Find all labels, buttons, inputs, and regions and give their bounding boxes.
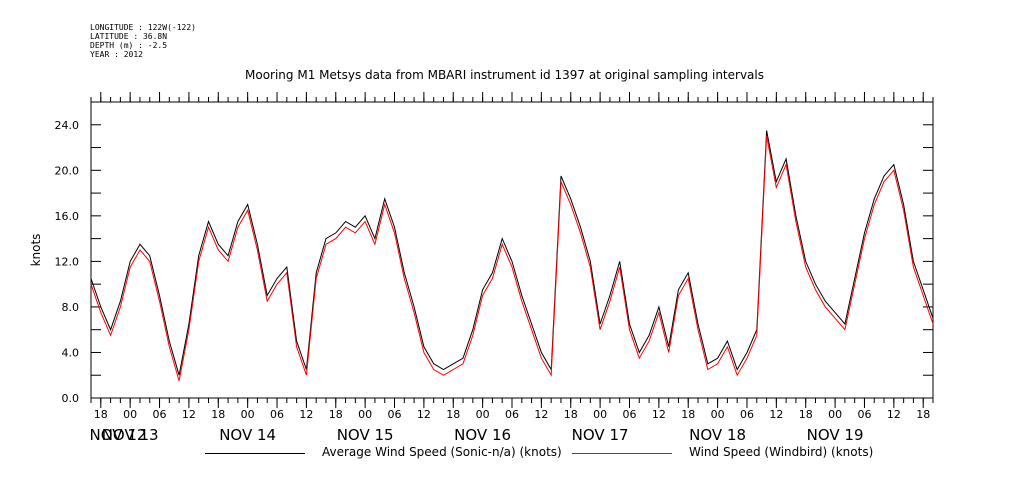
x-tick-label: 06 [388,408,402,421]
y-tick-label: 12.0 [55,255,80,268]
meta-depth: DEPTH (m) : -2.5 [90,41,168,50]
x-tick-label: 00 [358,408,372,421]
meta-year: YEAR : 2012 [90,50,143,59]
x-tick-label: 00 [476,408,490,421]
x-tick-label: 00 [241,408,255,421]
x-date-label: NOV 17 [572,426,629,444]
x-tick-label: 18 [681,408,695,421]
y-tick-label: 0.0 [62,392,80,405]
x-date-label: NOV 15 [337,426,394,444]
x-tick-label: 18 [329,408,343,421]
legend-swatch-average [205,453,305,454]
y-axis-label: knots [29,234,43,267]
meta-latitude: LATITUDE : 36.8N [90,32,168,41]
chart-title: Mooring M1 Metsys data from MBARI instru… [245,68,764,82]
x-date-label: NOV 16 [454,426,511,444]
y-tick-label: 24.0 [55,119,80,132]
legend-swatch-windbird [572,453,672,454]
x-tick-label: 00 [123,408,137,421]
x-tick-label: 12 [417,408,431,421]
x-tick-label: 18 [94,408,108,421]
x-tick-label: 00 [711,408,725,421]
x-tick-label: 18 [564,408,578,421]
y-tick-label: 16.0 [55,210,80,223]
x-tick-label: 12 [299,408,313,421]
x-date-label: NOV 14 [219,426,276,444]
y-tick-label: 8.0 [62,301,80,314]
x-tick-label: 18 [446,408,460,421]
x-tick-label: 12 [534,408,548,421]
x-tick-label: 00 [593,408,607,421]
series-line-windbird [90,136,934,382]
x-date-label: NOV 12 [90,426,147,444]
x-tick-label: 06 [740,408,754,421]
x-tick-label: 18 [799,408,813,421]
x-tick-label: 18 [916,408,930,421]
x-tick-label: 18 [211,408,225,421]
series-line-average [90,130,934,376]
x-tick-label: 06 [622,408,636,421]
y-tick-label: 4.0 [62,346,80,359]
x-date-label: NOV 18 [689,426,746,444]
y-tick-label: 20.0 [55,164,80,177]
x-tick-label: 06 [505,408,519,421]
x-date-label: NOV 19 [807,426,864,444]
x-tick-label: 12 [887,408,901,421]
plot-frame [90,101,934,399]
x-tick-label: 00 [828,408,842,421]
x-tick-label: 06 [857,408,871,421]
x-tick-label: 12 [652,408,666,421]
x-tick-label: 12 [769,408,783,421]
x-tick-label: 06 [153,408,167,421]
legend-label-windbird: Wind Speed (Windbird) (knots) [689,445,874,459]
x-tick-label: 12 [182,408,196,421]
legend-label-average: Average Wind Speed (Sonic-n/a) (knots) [322,445,562,459]
x-tick-label: 06 [270,408,284,421]
x-date-label: NOV 13 [102,426,159,444]
meta-longitude: LONGITUDE : 122W(-122) [90,23,196,32]
